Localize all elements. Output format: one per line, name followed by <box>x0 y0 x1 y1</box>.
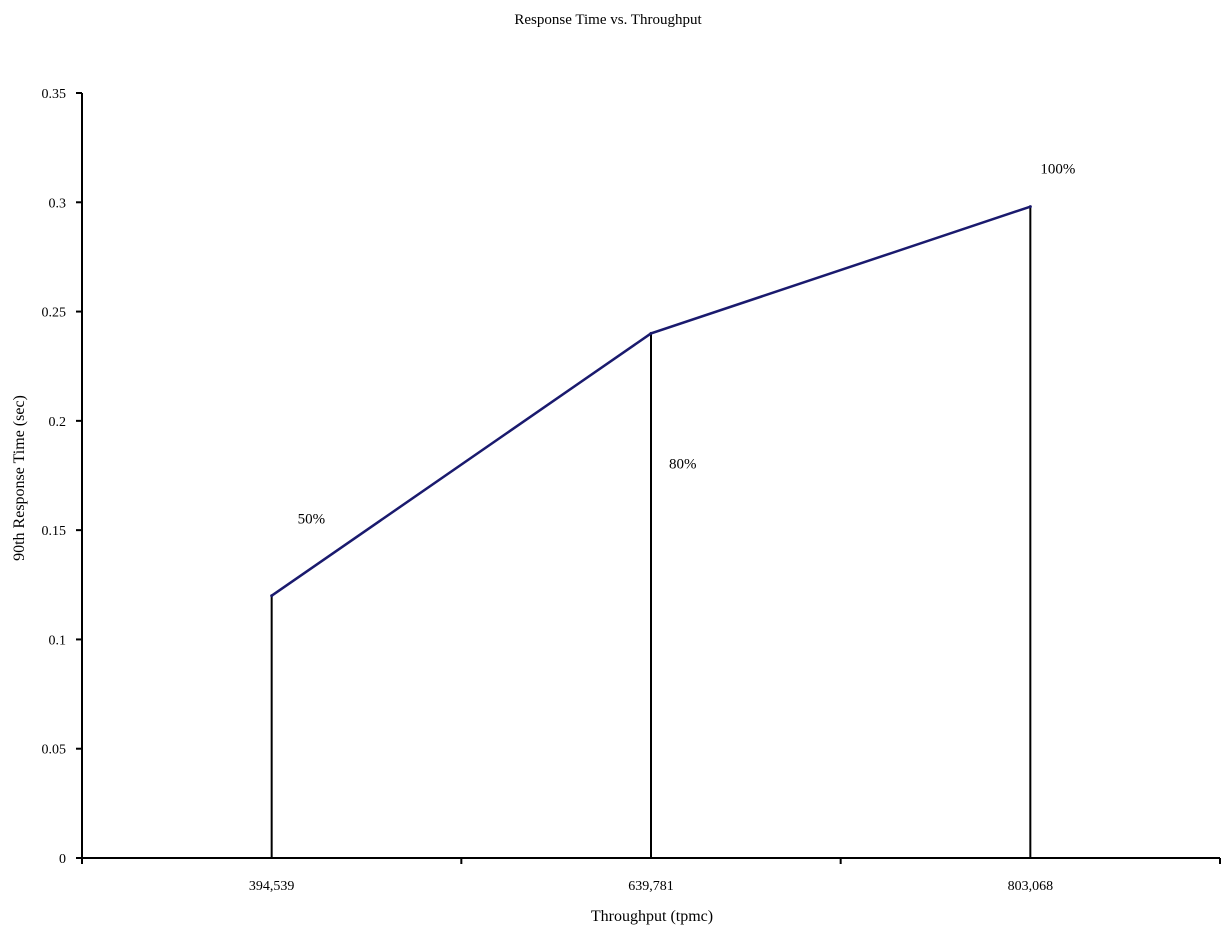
series <box>270 205 1032 598</box>
annotation-1: 80% <box>669 456 697 472</box>
y-axis-label: 90th Response Time (sec) <box>11 395 28 561</box>
drop-lines <box>270 206 1032 858</box>
annotation-0: 50% <box>298 512 326 528</box>
x-axis: 394,539 639,781 803,068 <box>81 857 1221 894</box>
chart-title: Response Time vs. Throughput <box>514 12 702 28</box>
y-tick-label-4: 0.2 <box>49 415 67 430</box>
y-axis: 0 0.05 0.1 0.15 0.2 0.25 0.3 0.35 <box>42 87 83 867</box>
x-tick-label-2: 803,068 <box>1008 879 1054 894</box>
annotations: 50% 80% 100% <box>298 162 1076 528</box>
x-tick-label-0: 394,539 <box>249 879 295 894</box>
y-tick-label-7: 0.35 <box>42 87 67 102</box>
y-tick-label-0: 0 <box>59 852 66 867</box>
y-tick-label-5: 0.25 <box>42 306 67 321</box>
data-point-1 <box>649 331 653 335</box>
x-axis-label: Throughput (tpmc) <box>591 908 713 925</box>
x-tick-label-1: 639,781 <box>628 879 674 894</box>
y-tick-label-3: 0.15 <box>42 524 67 539</box>
data-point-0 <box>270 594 274 598</box>
y-tick-label-2: 0.1 <box>49 633 67 648</box>
y-tick-label-6: 0.3 <box>49 196 67 211</box>
y-tick-label-1: 0.05 <box>42 743 67 758</box>
annotation-2: 100% <box>1040 162 1075 178</box>
data-point-2 <box>1028 205 1032 209</box>
